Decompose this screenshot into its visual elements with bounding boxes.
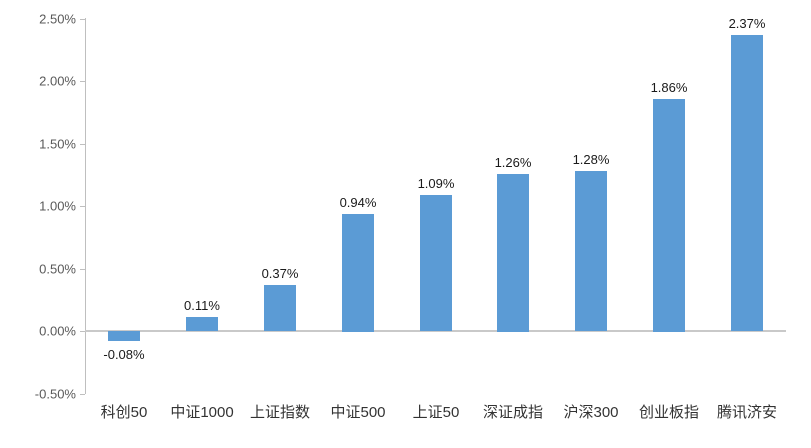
bar-value-label: 1.26%	[494, 155, 532, 170]
bar	[108, 331, 140, 341]
bar	[575, 171, 607, 331]
y-axis-tick	[80, 331, 85, 332]
bar	[731, 35, 763, 331]
bar-value-label: 1.09%	[417, 176, 455, 191]
y-axis-tick-label: 2.00%	[39, 73, 76, 89]
y-axis-tick	[80, 206, 85, 207]
y-axis-tick	[80, 269, 85, 270]
bar-value-label: 1.86%	[650, 80, 688, 95]
bar	[420, 195, 452, 331]
x-axis-category-label: 中证1000	[170, 404, 234, 421]
x-axis-category-label: 上证指数	[249, 404, 310, 421]
bar	[497, 174, 529, 332]
x-axis-category-label: 腾讯济安	[716, 404, 777, 421]
x-axis-category-label: 科创50	[100, 404, 148, 421]
y-axis-tick	[80, 81, 85, 82]
x-axis-category-label: 中证500	[330, 404, 386, 421]
y-axis-tick-label: 0.00%	[39, 323, 76, 339]
bar	[342, 214, 374, 332]
bar-value-label: 2.37%	[728, 16, 766, 31]
bar	[264, 285, 296, 331]
y-axis-line	[85, 18, 86, 394]
x-axis-category-label: 上证50	[412, 404, 460, 421]
y-axis-tick-label: 2.50%	[39, 11, 76, 27]
bar	[653, 99, 685, 332]
bar-value-label: -0.08%	[103, 347, 145, 362]
bar	[186, 317, 218, 331]
x-axis-category-label: 创业板指	[638, 404, 699, 421]
bar-value-label: 1.28%	[572, 152, 610, 167]
bar-value-label: 0.11%	[184, 298, 220, 313]
x-axis-category-label: 深证成指	[482, 404, 543, 421]
bar-value-label: 0.37%	[261, 266, 299, 281]
y-axis-tick	[80, 394, 85, 395]
y-axis-tick-label: 0.50%	[39, 261, 76, 277]
y-axis-tick-label: 1.50%	[39, 136, 76, 152]
y-axis-tick	[80, 144, 85, 145]
y-axis-tick	[80, 19, 85, 20]
y-axis-tick-label: 1.00%	[39, 198, 76, 214]
bar-value-label: 0.94%	[339, 195, 377, 210]
x-axis-baseline	[85, 330, 786, 332]
y-axis-tick-label: -0.50%	[34, 386, 76, 402]
x-axis-category-label: 沪深300	[563, 404, 619, 421]
